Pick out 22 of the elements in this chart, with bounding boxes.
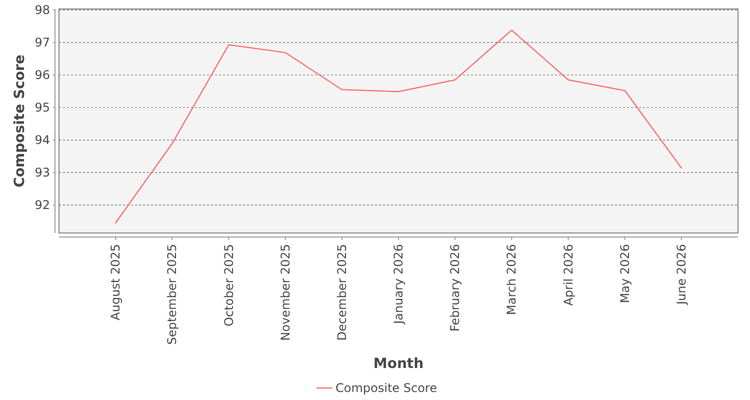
x-tick-label: September 2025: [165, 244, 180, 345]
y-tick-label: 93: [34, 166, 50, 180]
x-tick-label: May 2026: [618, 244, 632, 304]
x-tick-label: January 2026: [392, 244, 406, 325]
x-tick-label: August 2025: [108, 244, 123, 320]
legend-label: Composite Score: [336, 381, 437, 395]
x-tick-label: March 2026: [504, 244, 519, 315]
x-axis-title: Month: [373, 356, 424, 372]
x-tick-label: December 2025: [334, 244, 349, 341]
x-tick-label: June 2026: [674, 244, 688, 306]
y-tick-label: 96: [34, 68, 50, 82]
x-tick-label: February 2026: [448, 244, 462, 332]
y-axis-title: Composite Score: [12, 54, 28, 188]
x-tick-label: April 2026: [561, 244, 576, 306]
line-series: [115, 30, 682, 224]
x-tick-label: October 2025: [222, 244, 236, 326]
y-tick-label: 98: [34, 2, 50, 17]
x-tick-label: November 2025: [278, 244, 292, 341]
y-tick-label: 95: [34, 100, 50, 115]
y-tick-label: 97: [34, 35, 50, 50]
y-tick-label: 92: [34, 198, 50, 212]
y-tick-label: 94: [34, 133, 50, 148]
